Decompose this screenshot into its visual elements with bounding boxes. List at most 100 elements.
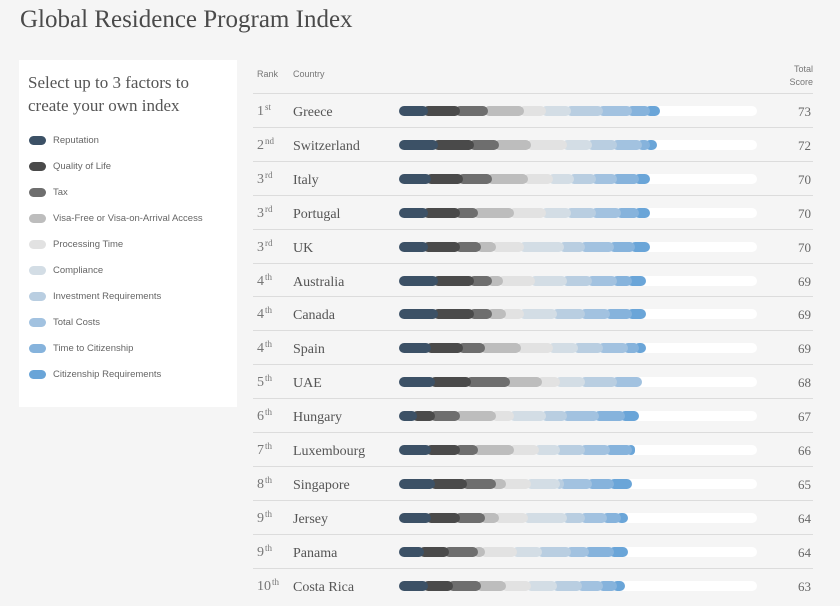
bar-segment-quality-of-life[interactable] (426, 173, 464, 184)
factor-option-tax[interactable]: Tax (29, 187, 68, 198)
bar-segment-investment-requirements[interactable] (580, 377, 618, 388)
bar-segment-processing-time[interactable] (508, 445, 539, 455)
bar-segment-compliance[interactable] (555, 377, 586, 388)
bar-segment-quality-of-life[interactable] (433, 139, 475, 150)
bar-segment-citizenship-requirements[interactable] (644, 106, 661, 116)
factor-option-citizenship-requirements[interactable]: Citizenship Requirements (29, 369, 161, 380)
bar-segment-reputation[interactable] (399, 309, 439, 320)
factor-option-total-costs[interactable]: Total Costs (29, 317, 100, 328)
bar-segment-reputation[interactable] (399, 241, 428, 252)
bar-segment-total-costs[interactable] (612, 139, 643, 150)
bar-segment-citizenship-requirements[interactable] (633, 343, 647, 354)
bar-segment-processing-time[interactable] (490, 411, 514, 422)
bar-segment-reputation[interactable] (399, 546, 425, 557)
bar-segment-tax[interactable] (458, 343, 485, 354)
bar-segment-quality-of-life[interactable] (429, 478, 468, 489)
bar-segment-compliance[interactable] (519, 241, 564, 252)
bar-segment-investment-requirements[interactable] (551, 580, 582, 591)
bar-segment-citizenship-requirements[interactable] (608, 478, 632, 489)
bar-segment-time-to-citizenship[interactable] (623, 343, 639, 354)
bar-segment-compliance[interactable] (526, 580, 557, 591)
bar-segment-compliance[interactable] (512, 546, 543, 557)
bar-segment-quality-of-life[interactable] (411, 411, 435, 422)
bar-segment-compliance[interactable] (540, 207, 571, 218)
bar-segment-time-to-citizenship[interactable] (598, 580, 618, 591)
bar-segment-compliance[interactable] (508, 411, 546, 422)
bar-segment-reputation[interactable] (399, 512, 432, 523)
bar-segment-visa-free-or-visa-on-arrival-access[interactable] (472, 546, 485, 557)
bar-segment-total-costs[interactable] (598, 106, 632, 116)
bar-segment-quality-of-life[interactable] (426, 512, 460, 523)
factor-option-investment-requirements[interactable]: Investment Requirements (29, 291, 161, 302)
bar-segment-reputation[interactable] (399, 173, 432, 184)
factor-option-visa-free-or-visa-on-arrival-access[interactable]: Visa-Free or Visa-on-Arrival Access (29, 213, 203, 224)
bar-segment-total-costs[interactable] (580, 512, 607, 523)
bar-segment-visa-free-or-visa-on-arrival-access[interactable] (454, 411, 496, 422)
bar-segment-visa-free-or-visa-on-arrival-access[interactable] (483, 106, 525, 116)
bar-segment-reputation[interactable] (399, 377, 435, 388)
bar-segment-time-to-citizenship[interactable] (608, 241, 636, 252)
bar-segment-visa-free-or-visa-on-arrival-access[interactable] (487, 173, 528, 184)
bar-segment-total-costs[interactable] (580, 309, 611, 320)
bar-segment-tax[interactable] (469, 275, 493, 286)
bar-segment-visa-free-or-visa-on-arrival-access[interactable] (472, 445, 514, 455)
bar-segment-reputation[interactable] (399, 580, 428, 591)
bar-segment-total-costs[interactable] (580, 445, 611, 455)
factor-option-time-to-citizenship[interactable]: Time to Citizenship (29, 343, 133, 354)
bar-segment-time-to-citizenship[interactable] (594, 411, 625, 422)
bar-segment-time-to-citizenship[interactable] (605, 309, 632, 320)
bar-segment-time-to-citizenship[interactable] (583, 546, 614, 557)
bar-segment-citizenship-requirements[interactable] (608, 546, 629, 557)
bar-segment-investment-requirements[interactable] (569, 173, 596, 184)
bar-segment-processing-time[interactable] (526, 139, 568, 150)
bar-segment-reputation[interactable] (399, 478, 435, 489)
bar-segment-reputation[interactable] (399, 275, 439, 286)
bar-segment-quality-of-life[interactable] (433, 309, 475, 320)
bar-segment-compliance[interactable] (562, 139, 593, 150)
bar-segment-total-costs[interactable] (590, 207, 621, 218)
bar-segment-citizenship-requirements[interactable] (633, 207, 650, 218)
bar-segment-processing-time[interactable] (501, 580, 532, 591)
bar-segment-investment-requirements[interactable] (587, 139, 618, 150)
bar-segment-quality-of-life[interactable] (433, 275, 475, 286)
bar-segment-investment-requirements[interactable] (555, 445, 586, 455)
bar-segment-reputation[interactable] (399, 343, 432, 354)
bar-segment-citizenship-requirements[interactable] (612, 580, 625, 591)
bar-segment-investment-requirements[interactable] (537, 546, 571, 557)
bar-segment-reputation[interactable] (399, 411, 417, 422)
bar-segment-tax[interactable] (465, 377, 510, 388)
bar-segment-compliance[interactable] (547, 343, 578, 354)
bar-segment-tax[interactable] (444, 546, 478, 557)
bar-segment-investment-requirements[interactable] (558, 241, 586, 252)
bar-segment-total-costs[interactable] (587, 275, 618, 286)
bar-segment-compliance[interactable] (522, 512, 568, 523)
bar-segment-quality-of-life[interactable] (422, 106, 460, 116)
bar-segment-processing-time[interactable] (494, 512, 528, 523)
bar-segment-processing-time[interactable] (508, 207, 546, 218)
bar-segment-citizenship-requirements[interactable] (633, 173, 650, 184)
rank-column-header[interactable]: Rank (257, 69, 279, 79)
bar-segment-visa-free-or-visa-on-arrival-access[interactable] (476, 241, 496, 252)
bar-segment-processing-time[interactable] (497, 275, 536, 286)
bar-segment-quality-of-life[interactable] (419, 546, 450, 557)
bar-segment-processing-time[interactable] (522, 173, 553, 184)
bar-segment-compliance[interactable] (519, 309, 557, 320)
bar-segment-time-to-citizenship[interactable] (612, 275, 632, 286)
bar-segment-time-to-citizenship[interactable] (587, 478, 614, 489)
bar-segment-processing-time[interactable] (519, 106, 546, 116)
bar-segment-tax[interactable] (458, 173, 493, 184)
bar-segment-investment-requirements[interactable] (562, 512, 586, 523)
bar-segment-compliance[interactable] (533, 445, 561, 455)
bar-segment-processing-time[interactable] (537, 377, 561, 388)
bar-segment-time-to-citizenship[interactable] (601, 512, 621, 523)
bar-segment-total-costs[interactable] (580, 241, 614, 252)
bar-segment-compliance[interactable] (526, 478, 561, 489)
bar-segment-total-costs[interactable] (576, 580, 604, 591)
bar-segment-tax[interactable] (469, 139, 500, 150)
bar-segment-reputation[interactable] (399, 139, 439, 150)
bar-segment-compliance[interactable] (540, 106, 571, 116)
bar-segment-investment-requirements[interactable] (565, 106, 604, 116)
bar-segment-visa-free-or-visa-on-arrival-access[interactable] (487, 275, 503, 286)
bar-segment-tax[interactable] (429, 411, 460, 422)
bar-segment-processing-time[interactable] (501, 478, 532, 489)
